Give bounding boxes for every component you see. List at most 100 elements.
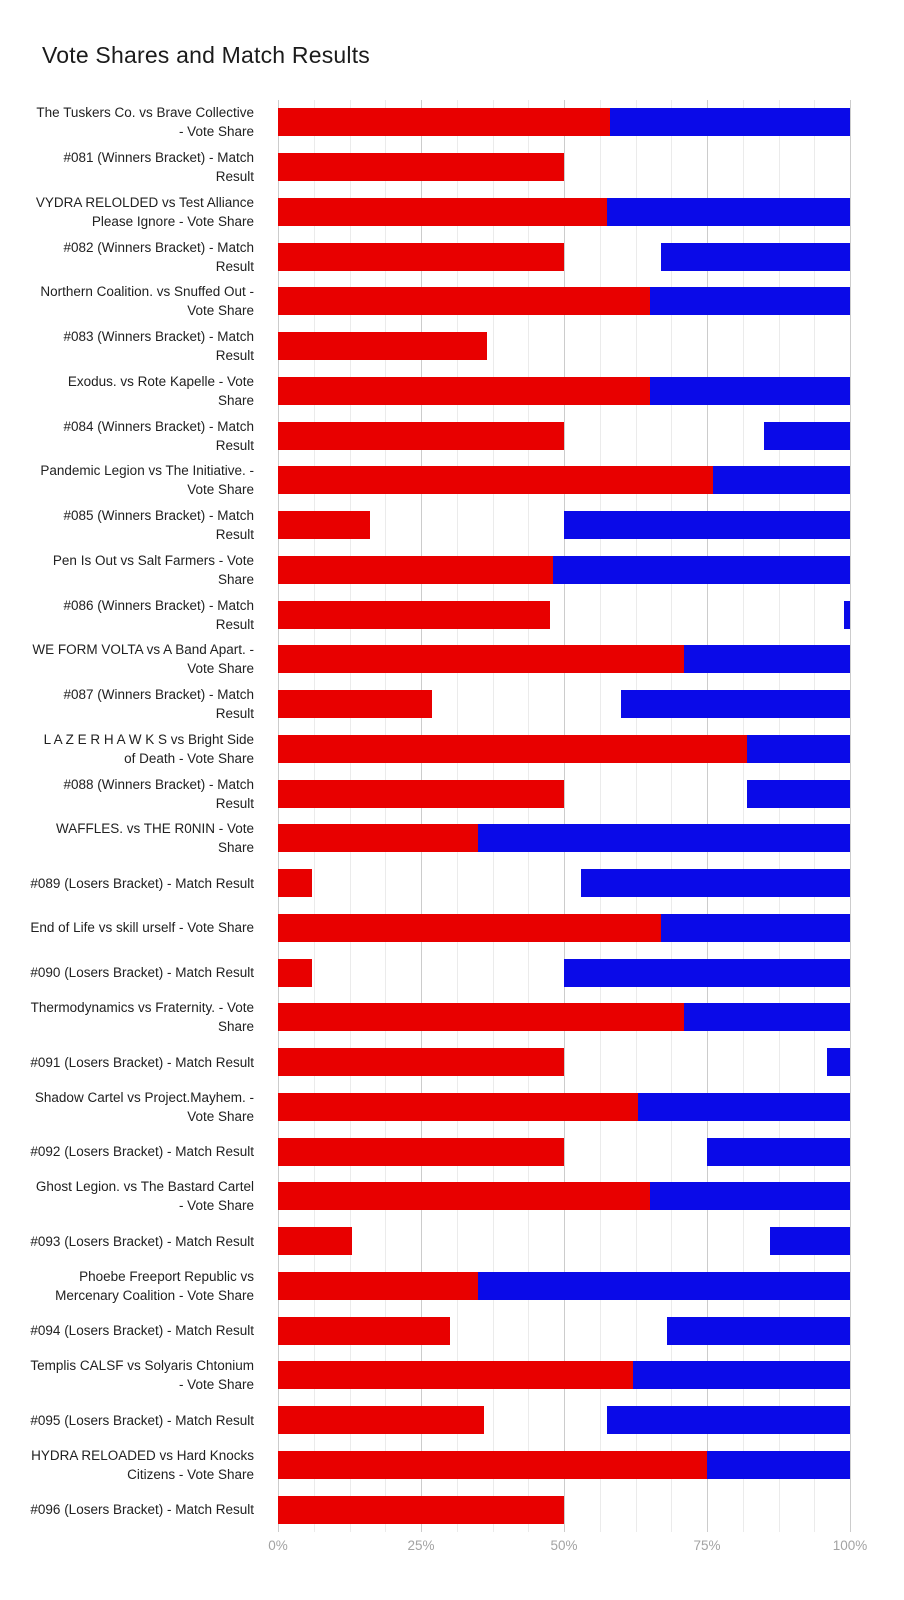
bar-row [278,1353,850,1398]
y-axis-label: Thermodynamics vs Fraternity. - Vote Sha… [30,1000,254,1035]
y-axis-label: #086 (Winners Bracket) - Match Result [63,597,254,632]
bar-row [278,100,850,145]
bar-segment-red [278,332,487,361]
bar-segment-red [278,555,553,584]
y-axis-label: Ghost Legion. vs The Bastard Cartel - Vo… [35,1179,254,1214]
y-axis-label: #082 (Winners Bracket) - Match Result [63,239,254,274]
y-axis-label: #091 (Losers Bracket) - Match Result [30,1054,254,1070]
bar-segment-blue [769,1227,850,1256]
y-axis-label: #085 (Winners Bracket) - Match Result [63,508,254,543]
y-axis-label: #084 (Winners Bracket) - Match Result [63,418,254,453]
major-gridline [278,100,279,1532]
bar-segment-red [278,645,685,674]
bar-segment-red [278,1048,564,1077]
minor-gridline [528,100,530,1532]
bar-row [278,1264,850,1309]
bar-segment-blue [747,779,850,808]
major-gridline [564,100,565,1532]
bar-row [278,369,850,414]
bar-row [278,1040,850,1085]
bar-segment-red [278,153,564,182]
bar-segment-blue [581,869,850,898]
bar-row [278,906,850,951]
bar-segment-blue [684,645,850,674]
bar-segment-blue [478,824,850,853]
major-gridline [421,100,422,1532]
y-axis-label: #096 (Losers Bracket) - Match Result [30,1502,254,1518]
bar-segment-red [278,1406,484,1435]
bar-segment-blue [564,958,850,987]
y-axis-label: #092 (Losers Bracket) - Match Result [30,1144,254,1160]
x-tick-label: 100% [832,1538,868,1553]
bar-segment-blue [661,913,850,942]
bar-segment-red [278,421,564,450]
y-axis-label: End of Life vs skill urself - Vote Share [30,920,254,936]
y-axis-label: WAFFLES. vs THE R0NIN - Vote Share [55,821,254,856]
x-tick-label: 50% [550,1538,578,1553]
bar-row [278,279,850,324]
bar-row [278,1443,850,1488]
bar-segment-red [278,734,748,763]
bar-row [278,458,850,503]
bar-segment-blue [621,690,850,719]
y-axis-label: #087 (Winners Bracket) - Match Result [63,687,254,722]
bar-segment-red [278,1495,564,1524]
bar-row [278,950,850,995]
plot-area [278,100,851,1532]
y-axis-label: #089 (Losers Bracket) - Match Result [30,875,254,891]
y-axis-label: HYDRA RELOADED vs Hard Knocks Citizens -… [31,1447,254,1482]
bar-row [278,816,850,861]
bar-segment-red [278,1361,633,1390]
bar-segment-red [278,600,550,629]
y-axis-label: The Tuskers Co. vs Brave Collective - Vo… [36,105,254,140]
bar-segment-red [278,1450,707,1479]
bar-row [278,637,850,682]
bar-segment-red [278,511,370,540]
bar-row [278,861,850,906]
bar-segment-blue [661,242,850,271]
bar-row [278,548,850,593]
x-axis: 0% 25% 50% 75% 100% [268,1538,867,1560]
x-tick-label: 0% [268,1538,288,1553]
bar-row [278,727,850,772]
bar-segment-blue [707,1450,850,1479]
y-axis-label: Pen Is Out vs Salt Farmers - Vote Share [52,552,254,587]
bar-segment-red [278,869,313,898]
bar-row [278,503,850,548]
bar-segment-red [278,824,479,853]
chart-title: Vote Shares and Match Results [42,42,370,68]
y-axis-label: Templis CALSF vs Solyaris Chtonium - Vot… [30,1358,254,1393]
bar-segment-red [278,287,650,316]
bar-row [278,1085,850,1130]
bar-segment-red [278,1316,450,1345]
bar-segment-red [278,1227,353,1256]
bar-row [278,1219,850,1264]
bar-row [278,1487,850,1532]
major-gridline [707,100,708,1532]
bar-segment-blue [844,600,850,629]
bar-segment-blue [609,108,850,137]
bar-row [278,995,850,1040]
bar-segment-blue [707,1137,850,1166]
bar-segment-blue [606,197,850,226]
bar-segment-red [278,1092,639,1121]
bar-segment-red [278,197,607,226]
bar-segment-red [278,376,650,405]
minor-gridline [385,100,387,1532]
bar-segment-red [278,779,564,808]
bar-segment-red [278,913,662,942]
y-axis-label: #090 (Losers Bracket) - Match Result [30,965,254,981]
minor-gridline [671,100,673,1532]
bar-segment-blue [827,1048,850,1077]
minor-gridline [599,100,601,1532]
major-gridline [850,100,851,1532]
x-tick-label: 25% [407,1538,435,1553]
y-axis-label: Shadow Cartel vs Project.Mayhem. - Vote … [34,1089,254,1124]
minor-gridline [742,100,744,1532]
bar-segment-blue [552,555,850,584]
bar-segment-blue [666,1316,850,1345]
bar-row [278,413,850,458]
bar-segment-blue [478,1271,850,1300]
y-axis-label: Pandemic Legion vs The Initiative. - Vot… [40,463,254,498]
